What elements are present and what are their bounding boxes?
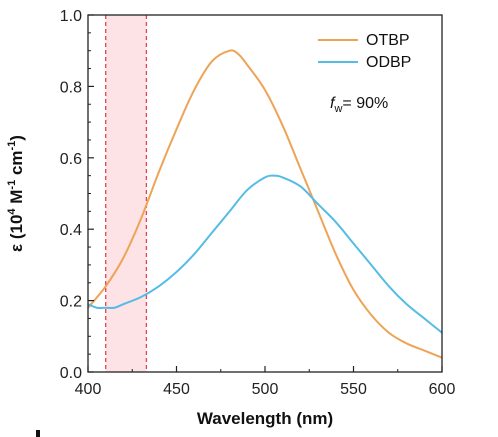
highlight-band — [105, 15, 147, 372]
x-axis-title: Wavelength (nm) — [197, 409, 333, 428]
y-tick-label: 0.6 — [60, 151, 82, 168]
legend-label-odbp: ODBP — [366, 54, 411, 71]
y-tick-label: 0.8 — [60, 79, 82, 96]
corner-mark — [36, 430, 40, 437]
fw-annotation: fw= 90% — [330, 95, 388, 115]
x-tick-label: 550 — [340, 381, 367, 398]
series-line-odbp — [87, 174, 443, 334]
x-tick-label: 500 — [252, 381, 279, 398]
fw-annotation-rest: = 90% — [342, 95, 388, 112]
y-axis-title-mid: M — [7, 190, 26, 209]
y-axis-title-end: ) — [7, 135, 26, 141]
x-tick-label: 400 — [75, 381, 102, 398]
y-tick-label: 1.0 — [60, 8, 82, 25]
y-axis-title-exp3: -1 — [6, 141, 18, 151]
series-line-otbp — [87, 49, 443, 359]
y-tick-label: 0.0 — [60, 365, 82, 382]
series-layer — [87, 49, 443, 359]
x-tick-label: 450 — [163, 381, 190, 398]
y-axis-title-exp1: 4 — [6, 208, 18, 215]
fw-annotation-var: f — [330, 95, 336, 112]
legend-label-otbp: OTBP — [366, 32, 410, 49]
y-axis-title: ε (104 M-1 cm-1) — [6, 135, 26, 252]
x-tick-label: 600 — [429, 381, 456, 398]
y-axis-title-exp2: -1 — [6, 180, 18, 190]
y-tick-label: 0.2 — [60, 294, 82, 311]
y-tick-label: 0.4 — [60, 222, 82, 239]
fw-annotation-sub: w — [333, 103, 342, 115]
ticks-layer: 400 450 500 550 600 0.0 0.2 0.4 0.6 0.8 1.0 — [60, 8, 456, 398]
y-axis-title-base: ε (10 — [7, 215, 26, 252]
y-axis-title-mid2: cm — [7, 150, 26, 179]
legend: OTBP ODBP — [318, 32, 411, 71]
